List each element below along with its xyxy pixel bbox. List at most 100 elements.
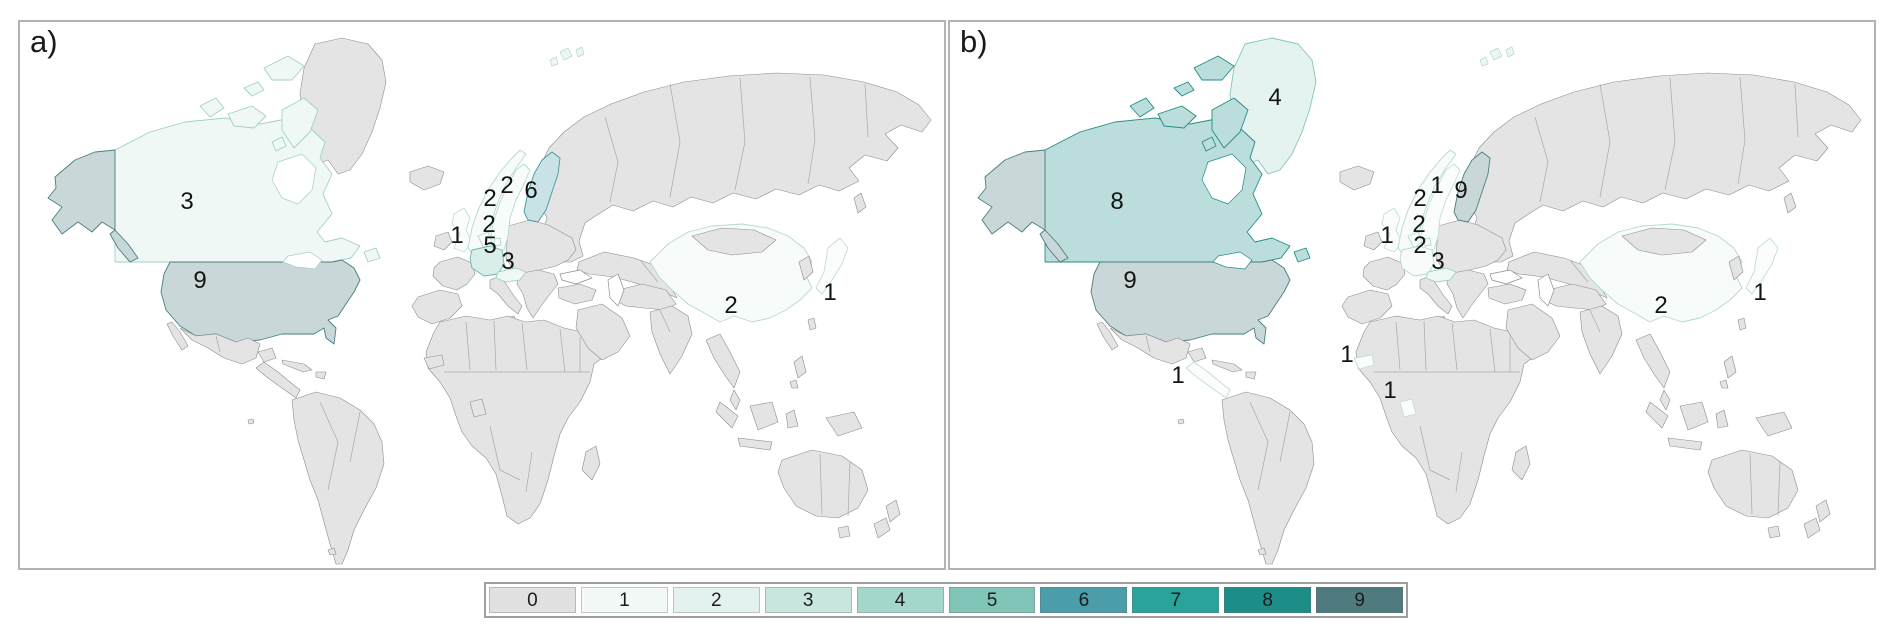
value-label-canada-a: 3 — [180, 188, 193, 215]
country-denmark — [1407, 231, 1423, 249]
border-line — [639, 259, 659, 283]
hudson-bay — [1201, 153, 1247, 205]
border-line — [1423, 320, 1427, 371]
border-line — [215, 335, 221, 353]
yucatan — [1187, 347, 1207, 363]
border-line — [1489, 328, 1496, 373]
value-label-denmark-a: 2 — [482, 211, 495, 238]
color-legend: 0 1 2 3 4 5 6 7 8 9 — [484, 582, 1408, 618]
mexico — [179, 327, 261, 365]
border-line — [1569, 259, 1589, 283]
legend-value-label: 2 — [710, 589, 722, 611]
legend-value-label: 6 — [1078, 589, 1090, 611]
country-united_states — [47, 149, 116, 235]
sakhalin — [853, 192, 867, 214]
mongolia — [691, 227, 777, 256]
value-label-united_kingdom-a: 1 — [450, 222, 463, 249]
border-line — [1451, 322, 1458, 371]
legend-cell-3: 3 — [764, 587, 852, 613]
border-line — [465, 321, 471, 371]
legend-cell-9: 9 — [1316, 587, 1404, 613]
value-label-japan-b: 1 — [1753, 279, 1766, 306]
country-canada — [227, 105, 267, 129]
legend-value-label: 5 — [986, 589, 998, 611]
border-line — [559, 328, 566, 373]
borneo — [1679, 401, 1709, 431]
country-denmark — [477, 231, 493, 249]
country-canada — [1293, 247, 1311, 263]
malay — [729, 389, 741, 411]
value-label-germany-a: 5 — [483, 232, 496, 259]
yucatan — [257, 347, 277, 363]
cuba — [281, 359, 313, 373]
caspian-sea — [1537, 273, 1555, 307]
ireland — [1363, 231, 1383, 251]
arabia — [575, 303, 631, 361]
india — [1579, 305, 1623, 375]
legend-value-label: 9 — [1354, 589, 1365, 611]
baja — [166, 321, 189, 351]
france — [1362, 256, 1406, 291]
border-line — [1664, 77, 1676, 191]
value-label-japan-a: 1 — [823, 279, 836, 306]
border-line — [1599, 83, 1611, 198]
turkey — [1487, 283, 1527, 305]
legend-cell-6: 6 — [1040, 587, 1128, 613]
new-guinea — [825, 411, 863, 437]
sakhalin — [1783, 192, 1797, 214]
russia — [1468, 72, 1862, 263]
balkans — [516, 269, 559, 319]
iberia — [411, 289, 463, 325]
cuba — [1211, 359, 1243, 373]
border-line — [734, 77, 746, 191]
mexico — [1109, 327, 1191, 365]
black-sea — [559, 269, 593, 285]
turkey — [557, 283, 597, 305]
country-sweden — [1419, 163, 1461, 253]
panel-b-label: b) — [960, 24, 988, 59]
border-line — [525, 451, 533, 493]
value-label-ghana-b: 1 — [1383, 377, 1396, 404]
country-china — [1579, 223, 1743, 323]
svalbard — [1505, 46, 1515, 58]
country-japan — [1745, 237, 1779, 295]
panel-a-label: a) — [30, 24, 58, 59]
legend-value-label: 1 — [619, 589, 630, 611]
india — [649, 305, 693, 375]
galapagos — [247, 418, 255, 425]
east-europe — [1435, 219, 1507, 275]
border-line — [1777, 461, 1781, 517]
border-line — [1249, 401, 1269, 491]
legend-cell-8: 8 — [1224, 587, 1312, 613]
legend-cell-2: 2 — [672, 587, 760, 613]
mongolia — [1621, 227, 1707, 256]
country-finland — [523, 151, 561, 223]
country-austria — [1425, 267, 1457, 283]
value-label-united_states-a: 9 — [193, 267, 206, 294]
border-line — [1749, 453, 1753, 515]
arabia — [1505, 303, 1561, 361]
russia — [538, 72, 932, 263]
legend-value-label: 3 — [802, 589, 814, 611]
iceland — [1339, 165, 1375, 191]
country-austria — [495, 267, 527, 283]
border-line — [1145, 335, 1151, 353]
korea — [1728, 255, 1744, 281]
border-line — [847, 461, 851, 517]
borneo — [749, 401, 779, 431]
svalbard — [559, 47, 573, 61]
country-canada — [199, 97, 225, 118]
border-line — [1589, 309, 1601, 333]
country-united_states — [1039, 229, 1069, 263]
iceland — [409, 165, 445, 191]
baja — [1096, 321, 1119, 351]
value-label-finland-b: 9 — [1454, 177, 1467, 204]
legend-cell-1: 1 — [580, 587, 668, 613]
country-sweden — [489, 163, 531, 253]
value-label-sweden-a: 2 — [500, 172, 513, 199]
korea — [798, 255, 814, 281]
border-line — [1455, 451, 1463, 493]
sumatra — [715, 401, 739, 429]
country-china — [649, 223, 813, 323]
